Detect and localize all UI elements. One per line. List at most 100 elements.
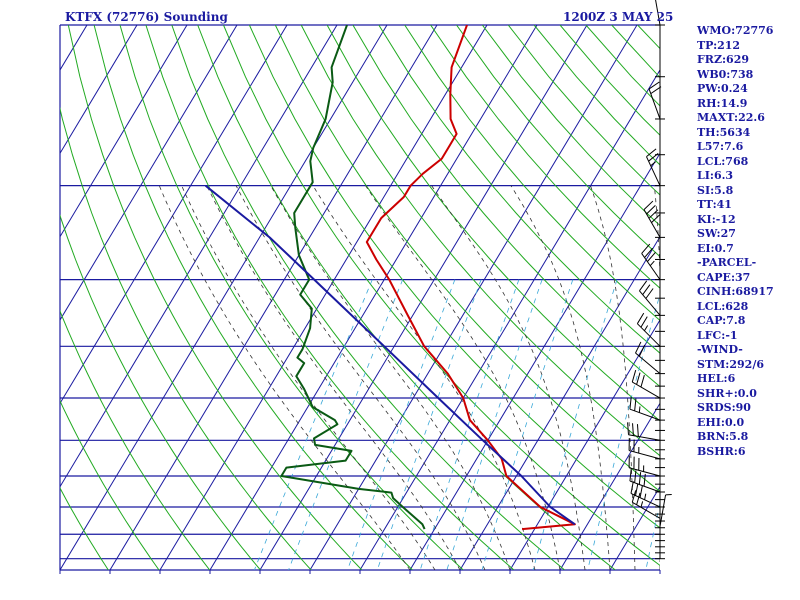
dry-adiabat-line — [67, 25, 363, 570]
stability-index-item: SHR+:0.0 — [697, 386, 757, 400]
stability-index-item: BRN:5.8 — [697, 430, 749, 443]
isotherm-line — [559, 402, 660, 570]
mixing-ratio-line — [254, 279, 373, 570]
moist-adiabat-line — [270, 185, 511, 570]
wind-barb-feather — [643, 200, 654, 211]
stability-index-item: TP:212 — [697, 38, 741, 52]
dry-adiabat-line — [60, 399, 160, 570]
wind-barb-staff — [628, 434, 661, 441]
wind-barb-staff — [659, 494, 667, 527]
isotherm-line — [509, 319, 660, 570]
wind-barb-staff — [632, 501, 661, 519]
wind-barb-feather — [634, 398, 637, 411]
wind-barb-feather — [644, 247, 654, 258]
isotherm-line — [409, 152, 660, 570]
dry-adiabat-line — [404, 25, 660, 322]
dry-adiabat-line — [274, 25, 660, 493]
stability-index-item: PW:0.24 — [697, 82, 748, 95]
wind-barb-staff — [641, 253, 661, 280]
dry-adiabat-line — [352, 25, 660, 388]
stability-index-item: TT:41 — [697, 198, 732, 211]
dry-adiabat-line — [60, 487, 109, 570]
wind-barb-staff — [655, 0, 661, 26]
dry-adiabat-line — [93, 25, 413, 570]
isotherm-line — [109, 25, 438, 570]
wind-barb-staff — [628, 467, 661, 477]
mixing-ratio-line — [446, 279, 543, 570]
stability-index-item: EHI:0.0 — [697, 415, 745, 429]
stability-index-item: CAP:7.8 — [697, 314, 746, 327]
dry-adiabat-line — [793, 25, 800, 570]
isotherm-line — [209, 25, 538, 570]
stability-index-item: MAXT:22.6 — [697, 111, 765, 124]
wind-barb-feather — [648, 153, 659, 162]
dry-adiabat-line — [0, 25, 58, 570]
wind-barb-feather — [635, 341, 642, 354]
wind-barb-feather — [647, 251, 656, 262]
wind-barb-staff — [648, 88, 661, 120]
wind-barb-staff — [629, 408, 661, 421]
wind-barb-feather — [645, 288, 654, 299]
isotherm-line — [60, 25, 138, 155]
stability-index-item: HEL:6 — [697, 372, 736, 385]
wind-barb-feather — [646, 205, 656, 215]
stability-index-item: EI:0.7 — [697, 241, 734, 255]
isotherm-line — [359, 69, 660, 570]
wind-barb-feather — [648, 209, 659, 219]
isotherm-line — [259, 25, 588, 570]
stability-index-item: SRDS:90 — [697, 401, 751, 414]
wind-barb-staff — [635, 352, 661, 374]
dry-adiabat-line — [197, 25, 616, 570]
dewpoint-profile — [280, 25, 426, 530]
wind-barb-feather — [634, 470, 637, 483]
wind-barb-feather — [635, 483, 639, 496]
isotherm-line — [459, 235, 660, 570]
stability-index-item: WB0:738 — [697, 67, 754, 81]
background-lines — [0, 25, 800, 570]
stability-index-item: FRZ:629 — [697, 53, 750, 66]
wind-barbs — [627, 0, 672, 560]
dry-adiabat-line — [223, 25, 660, 567]
stability-index-item: SI:5.8 — [697, 183, 734, 197]
dry-adiabat-line — [378, 25, 660, 354]
stability-index-item: -PARCEL- — [697, 256, 757, 269]
wind-barb-feather — [631, 490, 637, 503]
stability-index-item: CAPE:37 — [697, 270, 751, 284]
mixing-ratio-line — [481, 279, 574, 570]
isotherm-line — [0, 25, 37, 570]
isotherm-line — [60, 25, 388, 570]
stability-index-item: SW:27 — [697, 227, 736, 240]
wind-barb-feather — [636, 312, 645, 324]
isotherm-line — [60, 25, 288, 405]
wind-barb-feather — [627, 422, 629, 435]
wind-barb-feather — [636, 424, 639, 437]
stability-index-item: LCL:768 — [697, 154, 749, 168]
dry-adiabat-line — [60, 309, 211, 570]
moist-adiabat-line — [206, 185, 461, 570]
stability-index-item: -WIND- — [697, 343, 743, 356]
stability-index-item: KI:-12 — [697, 212, 736, 226]
isotherm-line — [60, 25, 338, 488]
dry-adiabat-line — [300, 25, 660, 457]
wind-barb-feather — [643, 473, 646, 487]
wind-barb-staff — [643, 209, 661, 238]
stability-index-item: WMO:72776 — [697, 24, 774, 37]
wind-barb-half-feather — [649, 260, 655, 267]
wind-barb-feather — [632, 423, 634, 436]
moist-adiabat-line — [590, 185, 636, 570]
stability-index-item: LFC:-1 — [697, 328, 738, 342]
dry-adiabat-line — [145, 25, 515, 570]
stability-index-item: L57:7.6 — [697, 140, 744, 153]
stability-index-item: RH:14.9 — [697, 96, 748, 110]
dry-adiabat-line — [60, 214, 261, 570]
dry-adiabat-line — [119, 25, 464, 570]
wind-barb-feather — [631, 370, 637, 383]
wind-barb-half-feather — [638, 406, 641, 413]
wind-barb-feather — [639, 485, 643, 498]
mixing-ratio-line — [347, 279, 456, 570]
observation-time: 1200Z 3 MAY 25 — [563, 10, 673, 24]
moist-adiabat-line — [312, 185, 536, 570]
wind-barb-staff — [629, 480, 661, 493]
wind-barb-feather — [640, 375, 645, 388]
